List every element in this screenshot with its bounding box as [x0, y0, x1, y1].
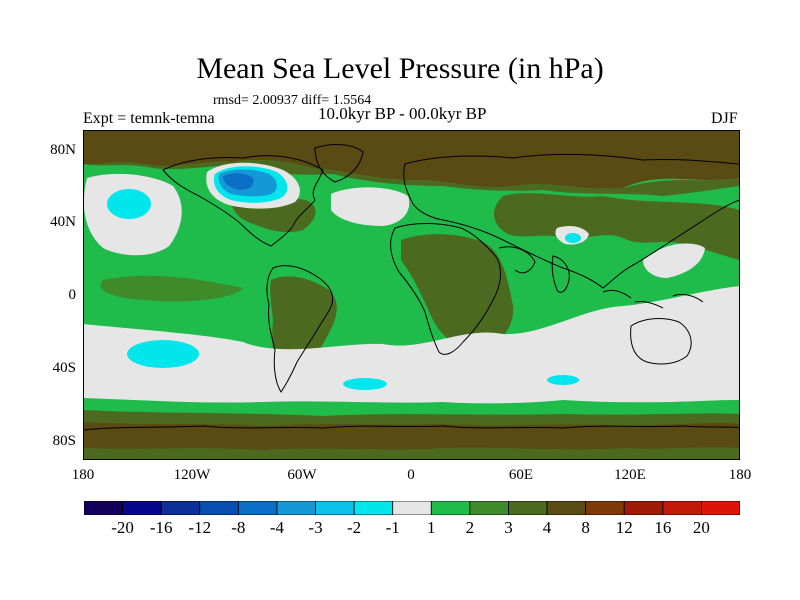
colorbar-label: -1 [385, 518, 400, 537]
colorbar-label: -20 [111, 518, 134, 537]
field-wpacific-white [643, 243, 705, 278]
colorbar-label: 12 [615, 518, 633, 537]
colorbar-label: 16 [654, 518, 672, 537]
field-arctic-brown [83, 130, 740, 189]
coast-africa [390, 223, 501, 355]
coast-north-america [162, 155, 324, 247]
field-natlantic-white [331, 187, 410, 226]
colorbar-label: -16 [149, 518, 173, 537]
lat-label: 40S [52, 360, 76, 376]
coast-australia [630, 318, 692, 365]
coast-eurasia [403, 153, 740, 289]
colorbar-swatch [84, 501, 123, 515]
colorbar-label: -3 [308, 518, 323, 537]
coast-antarctica [83, 425, 740, 431]
map-title: Mean Sea Level Pressure (in hPa) [196, 52, 604, 85]
colorbar-swatch [392, 501, 432, 515]
colorbar-swatch [199, 501, 239, 515]
experiment-label: Expt = temnk-temna [83, 110, 215, 127]
field-antarctic-brown [83, 422, 740, 450]
colorbar-label: -8 [231, 518, 246, 537]
colorbar-swatch [122, 501, 162, 515]
colorbar-swatch [701, 501, 740, 515]
colorbar-swatch [276, 501, 316, 515]
colorbar-swatch [353, 501, 394, 515]
colorbar-swatch [585, 501, 625, 515]
field-africa-olive [401, 234, 514, 351]
colorbar-swatch [315, 501, 355, 515]
colorbar-swatch [430, 501, 471, 515]
colorbar-label: -2 [347, 518, 362, 537]
colorbar-label: 20 [692, 518, 710, 537]
lat-label: 80S [52, 433, 76, 449]
colorbar-label: 8 [581, 518, 590, 537]
colorbar-label: 4 [542, 518, 552, 537]
season-label: DJF [711, 110, 738, 127]
map-frame [83, 130, 740, 460]
field-tibet-cyan [565, 233, 581, 243]
coast-maritime-asia [602, 289, 704, 309]
field-southern-white [83, 286, 740, 404]
colorbar-label: 3 [504, 518, 513, 537]
lon-label: 180 [71, 467, 95, 483]
rmsd-stats: rmsd= 2.00937 diff= 1.5564 [213, 93, 372, 108]
lon-label: 120E [614, 467, 646, 483]
field-arctic-olive [83, 160, 740, 196]
colorbar [84, 501, 740, 515]
lat-label: 0 [68, 287, 77, 303]
lon-label: 0 [407, 467, 415, 483]
lon-label: 180 [728, 467, 752, 483]
colorbar-label: -4 [269, 518, 285, 537]
time-period: 10.0kyr BP - 00.0kyr BP [318, 104, 487, 123]
pressure-map [83, 130, 740, 460]
colorbar-swatch [546, 501, 587, 515]
field-pacific-darkgreen [100, 275, 243, 302]
field-spacific-cyan [127, 340, 199, 368]
coastlines [83, 144, 740, 431]
field-canada-blue [223, 173, 254, 190]
colorbar-swatch [469, 501, 509, 515]
field-npacific-cyan [107, 189, 151, 219]
colorbar-label: 2 [465, 518, 475, 537]
lon-label: 60E [508, 467, 534, 483]
lat-label: 80N [50, 142, 76, 158]
lon-label: 120W [173, 467, 211, 483]
colorbar-label: 1 [427, 518, 436, 537]
field-satlantic-cyan [343, 378, 387, 390]
coast-arabia-india [498, 246, 570, 293]
field-eurasia-olive [493, 193, 740, 260]
lat-label: 40N [50, 214, 76, 230]
colorbar-swatch [662, 501, 702, 515]
lon-label: 60W [287, 467, 317, 483]
colorbar-swatch [160, 501, 201, 515]
colorbar-swatch [623, 501, 664, 515]
coast-greenland [314, 144, 364, 183]
coast-south-america [266, 265, 334, 393]
colorbar-label: -12 [188, 518, 212, 537]
colorbar-swatch [237, 501, 278, 515]
field-sindian-cyan [547, 375, 579, 385]
colorbar-swatch [508, 501, 548, 515]
